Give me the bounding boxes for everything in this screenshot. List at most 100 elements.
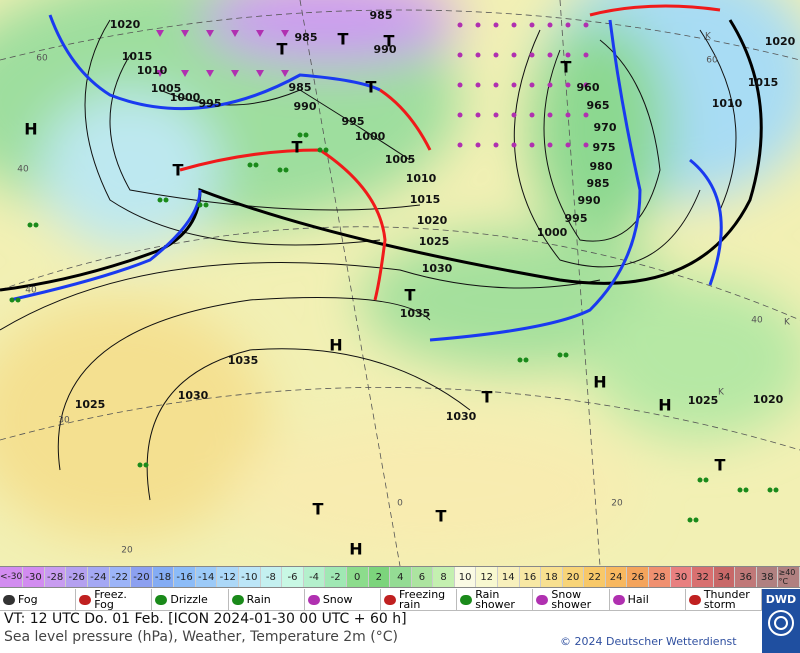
pressure-center: T [715, 456, 726, 475]
scale-cell: 16 [519, 567, 542, 587]
rain-symbol [687, 517, 693, 523]
rain-symbol [253, 162, 259, 168]
pressure-center: H [593, 373, 606, 392]
rain-symbol [15, 297, 21, 303]
temperature-scale: <-30 -30 -28 -26 -24 -22 -20 -18 -16 -14 -12 -10 -8-… [0, 566, 800, 588]
legend-icon [3, 594, 15, 605]
logo-text: DWD [765, 593, 797, 606]
rain-symbol [773, 487, 779, 493]
snow-symbol [583, 22, 589, 28]
snow-shower-symbol [256, 70, 264, 77]
isobar-label: 975 [593, 141, 616, 154]
snow-symbol [529, 142, 535, 148]
isobar-label: 1030 [422, 262, 453, 275]
isobar-label: 985 [587, 177, 610, 190]
rain-symbol [137, 462, 143, 468]
rain-symbol [703, 477, 709, 483]
snow-symbol [529, 112, 535, 118]
grid-label: 60 [36, 54, 48, 64]
isobar-label: 1000 [170, 91, 201, 104]
scale-cell: -22 [109, 567, 132, 587]
rain-symbol [277, 167, 283, 173]
pressure-center: T [173, 161, 184, 180]
scale-cell: 28 [649, 567, 671, 587]
legend-icon [460, 594, 473, 605]
pressure-center: T [277, 40, 288, 59]
legend-label: Thunder storm [703, 587, 750, 611]
scale-cell: 22 [584, 567, 606, 587]
snow-symbol [511, 22, 517, 28]
scale-cell: 18 [541, 567, 563, 587]
snow-symbol [547, 82, 553, 88]
grid-label: 40 [17, 165, 29, 175]
rain-symbol [743, 487, 749, 493]
legend-icon [536, 594, 549, 605]
pressure-center: H [349, 540, 362, 559]
snow-symbol [583, 82, 589, 88]
isobar-label: 1020 [753, 393, 784, 406]
pressure-center: T [405, 286, 416, 305]
scale-cell: 20 [562, 567, 585, 587]
legend-label: Snow [322, 592, 353, 606]
snow-symbol [547, 22, 553, 28]
snow-shower-symbol [256, 30, 264, 37]
scale-cell: 26 [627, 567, 650, 587]
scale-cell: 36 [735, 567, 757, 587]
snow-symbol [457, 112, 463, 118]
scale-cell: 12 [476, 567, 498, 587]
snow-shower-symbol [206, 30, 214, 37]
snow-symbol [529, 22, 535, 28]
scale-cell: -24 [87, 567, 110, 587]
snow-symbol [493, 82, 499, 88]
weather-legend: Fog Freez. Fog Drizzle Rain Snow Freezing rai… [0, 587, 763, 611]
rain-symbol [283, 167, 289, 173]
pressure-center: H [329, 336, 342, 355]
legend-item: Freezing rain [381, 589, 458, 610]
snow-shower-symbol [231, 30, 239, 37]
scale-cell: 4 [390, 567, 412, 587]
scale-cell: -10 [239, 567, 261, 587]
legend-icon [688, 594, 701, 605]
grid-label: K [718, 388, 725, 398]
snow-shower-symbol [281, 30, 289, 37]
weather-symbols [9, 22, 779, 523]
snow-symbol [565, 142, 571, 148]
map-labels: 1020985985990101510101005100099598599099… [17, 9, 795, 559]
rain-symbol [303, 132, 309, 138]
snow-symbol [457, 82, 463, 88]
rain-symbol [563, 352, 569, 358]
isobar-label: 980 [590, 160, 613, 173]
scale-cell: 14 [497, 567, 520, 587]
scale-cell: -6 [282, 567, 304, 587]
description: Sea level pressure (hPa), Weather, Tempe… [4, 629, 398, 645]
isobar-label: 990 [374, 43, 397, 56]
legend-icon [155, 594, 168, 605]
scale-low-label: <-30 [0, 567, 24, 587]
rain-symbol [693, 517, 699, 523]
legend-icon [384, 594, 397, 605]
snow-symbol [565, 82, 571, 88]
legend-item: Hail [610, 589, 686, 610]
snow-shower-symbol [181, 70, 189, 77]
scale-cell: -8 [260, 567, 283, 587]
isobar-label: 1025 [75, 398, 106, 411]
snow-shower-symbol [156, 70, 164, 77]
legend-label: Drizzle [170, 592, 208, 606]
snow-symbol [457, 142, 463, 148]
snow-symbol [493, 112, 499, 118]
snow-symbol [511, 112, 517, 118]
scale-cell: -12 [217, 567, 240, 587]
legend-icon [79, 594, 92, 605]
scale-cell: -16 [174, 567, 196, 587]
snow-shower-symbol [156, 30, 164, 37]
rain-symbol [737, 487, 743, 493]
main-isobar [0, 19, 763, 292]
isobars [0, 19, 737, 501]
isobar-label: 970 [594, 121, 617, 134]
snow-symbol [493, 52, 499, 58]
pressure-center: T [313, 500, 324, 519]
rain-symbol [523, 357, 529, 363]
isobar-label: 985 [289, 81, 312, 94]
rain-symbol [203, 202, 209, 208]
scale-high-label: ≥40 °C [778, 567, 800, 587]
